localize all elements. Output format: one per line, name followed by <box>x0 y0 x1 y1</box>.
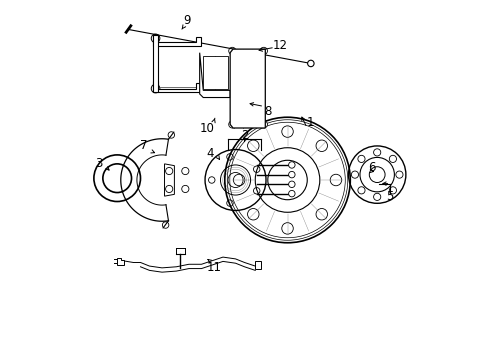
Circle shape <box>288 190 294 197</box>
Polygon shape <box>117 258 124 265</box>
Circle shape <box>288 171 294 178</box>
Circle shape <box>255 262 260 267</box>
Circle shape <box>260 47 267 54</box>
Polygon shape <box>255 261 260 269</box>
Text: 11: 11 <box>206 261 221 274</box>
Circle shape <box>228 121 235 128</box>
Polygon shape <box>153 35 201 45</box>
Text: 4: 4 <box>206 147 214 159</box>
Text: 8: 8 <box>264 105 271 118</box>
Text: 5: 5 <box>385 190 393 203</box>
Polygon shape <box>199 53 230 98</box>
Text: 2: 2 <box>240 129 248 142</box>
Polygon shape <box>230 49 265 128</box>
Text: 3: 3 <box>95 157 103 170</box>
Circle shape <box>288 181 294 188</box>
Circle shape <box>151 34 160 42</box>
Circle shape <box>151 84 160 93</box>
Text: 10: 10 <box>199 122 214 135</box>
Circle shape <box>288 162 294 168</box>
Text: 1: 1 <box>306 116 314 129</box>
Text: 7: 7 <box>140 139 147 152</box>
Polygon shape <box>164 164 174 196</box>
Text: 12: 12 <box>272 39 287 52</box>
Text: 9: 9 <box>183 14 190 27</box>
Circle shape <box>228 47 235 54</box>
Text: 6: 6 <box>367 161 375 174</box>
Polygon shape <box>153 35 158 92</box>
Polygon shape <box>203 56 228 89</box>
Circle shape <box>307 60 313 67</box>
Polygon shape <box>153 81 201 92</box>
Circle shape <box>260 121 267 128</box>
